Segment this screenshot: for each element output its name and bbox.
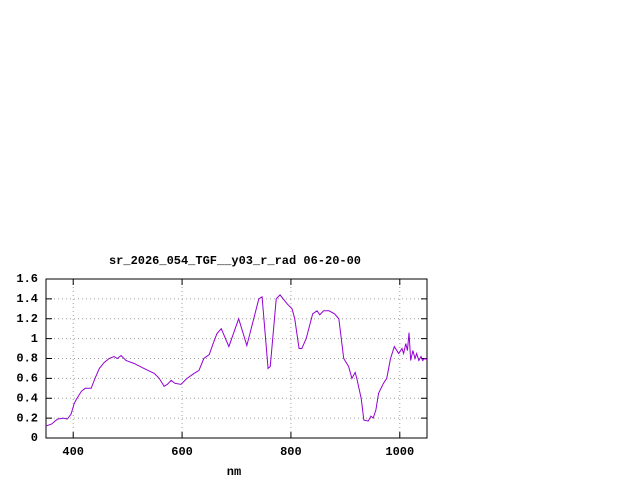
x-tick-label: 1000 xyxy=(385,445,414,459)
y-tick-label: 0.2 xyxy=(16,411,38,425)
x-axis-label: nm xyxy=(227,465,241,479)
chart-title: sr_2026_054_TGF__y03_r_rad 06-20-00 xyxy=(109,254,361,268)
y-tick-label: 0 xyxy=(31,431,38,445)
y-tick-label: 1.4 xyxy=(16,292,38,306)
y-tick-label: 0.6 xyxy=(16,372,38,386)
y-tick-label: 0.4 xyxy=(16,391,38,405)
data-line xyxy=(45,294,428,427)
x-tick-label: 800 xyxy=(280,445,302,459)
y-tick-label: 1.2 xyxy=(16,312,38,326)
y-tick-label: 1.6 xyxy=(16,272,38,286)
x-tick-label: 600 xyxy=(171,445,193,459)
y-tick-label: 0.8 xyxy=(16,352,38,366)
y-tick-label: 1 xyxy=(31,332,38,346)
x-tick-label: 400 xyxy=(62,445,84,459)
plot-frame xyxy=(45,278,428,439)
